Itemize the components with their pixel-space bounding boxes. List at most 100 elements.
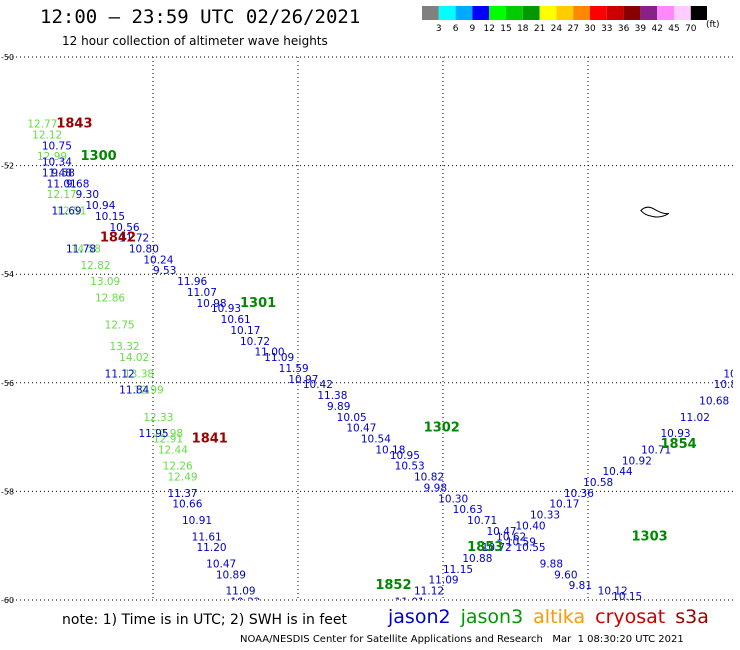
wave-height-value: 12.99 bbox=[37, 151, 67, 163]
wave-height-value: 12.99 bbox=[134, 385, 164, 397]
scale-swatch bbox=[556, 6, 574, 20]
scale-swatch bbox=[640, 6, 658, 20]
wave-height-value: 9.60 bbox=[554, 569, 577, 581]
scale-swatch bbox=[522, 6, 540, 20]
wave-height-value: 10.32 bbox=[230, 596, 260, 605]
wave-height-value: 11.72 bbox=[119, 233, 149, 245]
y-tick-label: -58 bbox=[1, 487, 14, 496]
wave-height-value: 12.86 bbox=[95, 292, 125, 304]
wave-height-value: 11.96 bbox=[177, 276, 207, 288]
satellite-legend-cryosat: cryosat bbox=[595, 606, 666, 628]
scale-label: 6 bbox=[453, 24, 459, 34]
satellite-legend: jason2 jason3 altika cryosat s3a bbox=[388, 606, 719, 628]
wave-height-value: 10.17 bbox=[549, 499, 579, 511]
wave-height-value: 12.77 bbox=[27, 119, 57, 131]
wave-height-value: 10.62 bbox=[496, 531, 526, 543]
scale-swatch bbox=[455, 6, 473, 20]
scale-swatch bbox=[674, 6, 691, 20]
wave-height-value: 12.75 bbox=[105, 320, 135, 332]
wave-height-value: 14.02 bbox=[119, 352, 149, 364]
pass-id-label: 1853 bbox=[467, 540, 503, 555]
scale-swatch bbox=[573, 6, 590, 20]
pass-id-label: 1301 bbox=[240, 296, 276, 311]
wave-height-value: 11.37 bbox=[168, 488, 198, 500]
wave-height-value: 10.93 bbox=[211, 303, 241, 315]
wave-height-value: 11.20 bbox=[197, 542, 227, 554]
wave-height-value: 10.88 bbox=[714, 379, 740, 391]
wave-height-value: 12.12 bbox=[32, 129, 62, 141]
wave-height-value: 10.91 bbox=[182, 515, 212, 527]
wave-height-value: 10.71 bbox=[467, 515, 497, 527]
scale-label: 33 bbox=[601, 24, 612, 34]
wave-height-value: 10.36 bbox=[564, 488, 594, 500]
y-tick-label: -54 bbox=[1, 270, 14, 279]
wave-height-value: 11.78 bbox=[66, 243, 96, 255]
island-outline bbox=[640, 206, 670, 218]
wave-height-value: 9.89 bbox=[327, 401, 350, 413]
wave-height-value: 11.61 bbox=[192, 531, 222, 543]
wave-height-value: 10.18 bbox=[375, 444, 405, 456]
pass-id-label: 1300 bbox=[81, 149, 117, 164]
wave-height-value: 12.17 bbox=[47, 189, 77, 201]
wave-height-value: 9.53 bbox=[153, 265, 176, 277]
wave-height-value: 10.89 bbox=[216, 569, 246, 581]
scale-swatch bbox=[657, 6, 674, 20]
wave-height-value: 11.09 bbox=[429, 575, 459, 587]
scale-swatch bbox=[623, 6, 641, 20]
wave-height-value: 11.09 bbox=[264, 352, 294, 364]
wave-height-value: 10.47 bbox=[206, 558, 236, 570]
scale-label: 27 bbox=[567, 24, 578, 34]
wave-height-value: 9.30 bbox=[76, 189, 99, 201]
wave-height-value: 10.93 bbox=[661, 428, 691, 440]
wave-height-value: 11.12 bbox=[105, 368, 135, 380]
scale-label: 15 bbox=[500, 24, 511, 34]
wave-height-value: 11.01 bbox=[47, 178, 77, 190]
satellite-legend-s3a: s3a bbox=[675, 606, 709, 628]
wave-height-value: 12.51 bbox=[56, 205, 86, 217]
wave-height-value: 10.61 bbox=[221, 314, 251, 326]
scale-swatch bbox=[438, 6, 456, 20]
wave-height-value: 10.82 bbox=[414, 472, 444, 484]
scale-label: 18 bbox=[517, 24, 529, 34]
wave-height-value: 10.42 bbox=[303, 379, 333, 391]
wave-height-value: 11.95 bbox=[139, 428, 169, 440]
wave-height-value: 10.56 bbox=[110, 222, 140, 234]
y-tick-label: -56 bbox=[1, 379, 14, 388]
wave-height-value: 11.84 bbox=[119, 385, 149, 397]
scale-label: 42 bbox=[651, 24, 662, 34]
wave-height-value: 10.63 bbox=[453, 504, 483, 516]
wave-height-value: 12.26 bbox=[163, 461, 193, 473]
footer-note: note: 1) Time is in UTC; 2) SWH is in fe… bbox=[62, 612, 348, 628]
scale-swatch bbox=[506, 6, 523, 20]
wave-height-value: 10.59 bbox=[506, 537, 536, 549]
wave-height-value: 10.44 bbox=[603, 466, 633, 478]
pass-id-label: 1843 bbox=[56, 117, 92, 132]
scale-swatch bbox=[422, 6, 439, 20]
wave-height-value: 10.53 bbox=[395, 461, 425, 473]
wave-height-value: 10.72 bbox=[240, 336, 270, 348]
pass-id-label: 1303 bbox=[632, 529, 668, 544]
wave-height-value: 10.98 bbox=[197, 298, 227, 310]
wave-height-value: 9.58 bbox=[52, 167, 75, 179]
wave-height-value: 10.80 bbox=[129, 243, 159, 255]
y-tick-label: -60 bbox=[1, 596, 14, 605]
wave-height-value: 9.98 bbox=[424, 482, 447, 494]
scale-label: 21 bbox=[534, 24, 545, 34]
scale-swatch bbox=[472, 6, 490, 20]
map-plot: 606366697275-50-52-54-56-58-6012.7712.12… bbox=[1, 53, 740, 605]
wave-height-value: 10.6 bbox=[723, 368, 740, 380]
scale-label: 70 bbox=[685, 24, 697, 34]
scale-label: 39 bbox=[635, 24, 647, 34]
wave-height-value: 11.48 bbox=[42, 167, 72, 179]
wave-height-value: 10.88 bbox=[462, 553, 492, 565]
wave-height-value: 12.91 bbox=[153, 434, 183, 446]
chart-subtitle: 12 hour collection of altimeter wave hei… bbox=[62, 34, 328, 48]
y-tick-label: -50 bbox=[1, 53, 14, 62]
wave-height-value: 10.54 bbox=[361, 434, 391, 446]
wave-height-value: 10.40 bbox=[516, 520, 546, 532]
wave-height-value: 11.59 bbox=[279, 363, 309, 375]
wave-height-value: 10.15 bbox=[612, 591, 642, 603]
scale-swatch bbox=[606, 6, 624, 20]
satellite-legend-jason3: jason3 bbox=[460, 606, 524, 628]
color-scale-unit: (ft) bbox=[706, 20, 720, 30]
